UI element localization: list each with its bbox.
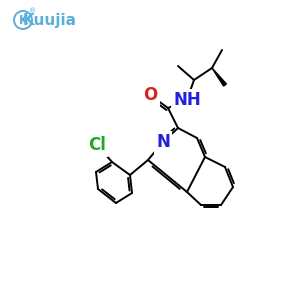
- Text: ®: ®: [29, 8, 37, 14]
- Text: K: K: [18, 14, 28, 26]
- Text: NH: NH: [173, 91, 201, 109]
- Text: Cl: Cl: [88, 136, 106, 154]
- Text: O: O: [143, 86, 157, 104]
- Text: N: N: [156, 133, 170, 151]
- Text: Kuujia: Kuujia: [23, 13, 77, 28]
- Polygon shape: [212, 68, 226, 86]
